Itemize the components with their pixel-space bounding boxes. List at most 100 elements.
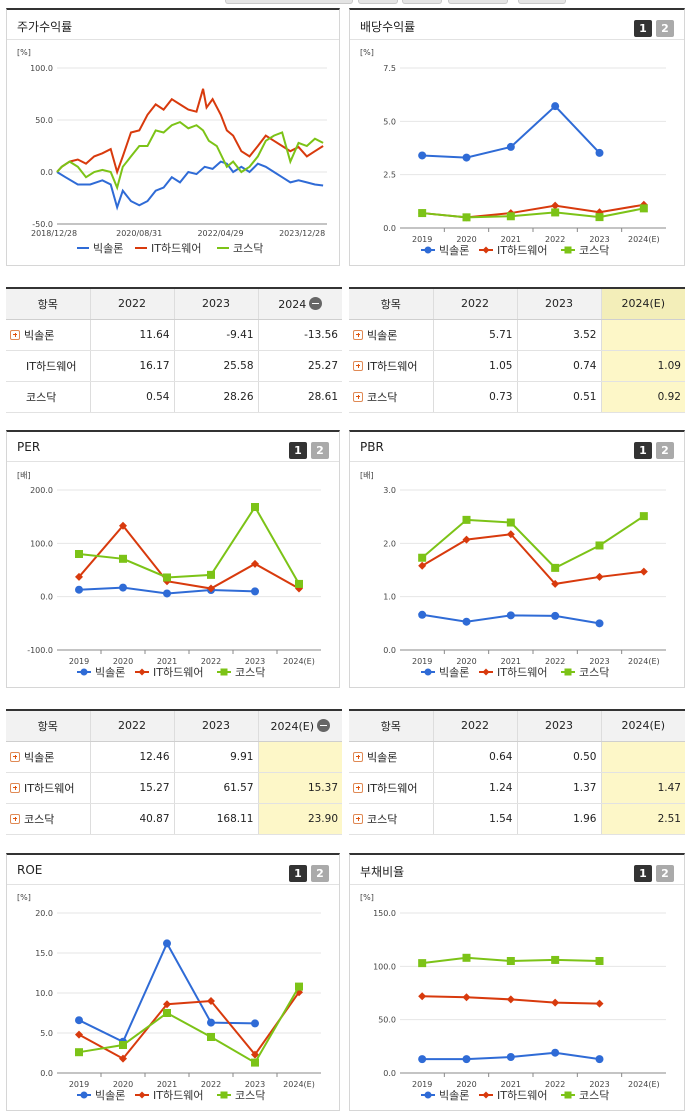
table-cell: 1.47 bbox=[600, 772, 685, 804]
expand-icon[interactable] bbox=[353, 813, 363, 824]
table-cell: 40.87 bbox=[89, 803, 174, 835]
table-cell: 12.46 bbox=[89, 741, 174, 773]
row-label: 코스닥 bbox=[6, 381, 90, 413]
legend-label: 빅솔론 bbox=[439, 244, 469, 257]
col-header: 2024(E) bbox=[600, 288, 685, 320]
table-row: 빅솔론 0.64 0.50 bbox=[349, 741, 685, 773]
series-line bbox=[422, 207, 645, 219]
table-cell: -9.41 bbox=[173, 319, 258, 351]
expand-icon[interactable] bbox=[10, 813, 20, 824]
table-header-row: 항목 2022 2023 2024(E) bbox=[349, 710, 685, 742]
table-cell bbox=[600, 319, 685, 351]
top-tab-strip bbox=[0, 0, 691, 6]
col-header: 2022 bbox=[432, 710, 517, 742]
y-tick-label: -100.0 bbox=[27, 646, 53, 655]
row-label: 코스닥 bbox=[349, 381, 433, 413]
unit-label: [배] bbox=[360, 471, 374, 480]
top-tab[interactable] bbox=[448, 0, 508, 4]
legend-marker bbox=[482, 246, 490, 254]
series-point bbox=[251, 587, 259, 596]
table-row: IT하드웨어 15.27 61.57 15.37 bbox=[6, 772, 342, 804]
expand-icon[interactable] bbox=[10, 751, 20, 762]
x-tick-label: 2022 bbox=[545, 657, 565, 666]
period-button-1[interactable]: 1 bbox=[289, 442, 307, 459]
collapse-icon[interactable] bbox=[317, 718, 331, 732]
top-tab[interactable] bbox=[518, 0, 566, 4]
series-point bbox=[418, 992, 427, 1001]
period-button-2[interactable]: 2 bbox=[656, 442, 674, 459]
col-header: 항목 bbox=[349, 288, 433, 320]
x-tick-label: 2023/12/28 bbox=[279, 229, 325, 238]
y-tick-label: 100.0 bbox=[30, 64, 53, 73]
x-tick-label: 2024(E) bbox=[628, 657, 660, 666]
period-button-2[interactable]: 2 bbox=[656, 20, 674, 37]
period-button-2[interactable]: 2 bbox=[656, 865, 674, 882]
series-point bbox=[119, 1041, 127, 1049]
series-point bbox=[418, 1055, 427, 1064]
expand-icon[interactable] bbox=[353, 751, 363, 762]
top-tab[interactable] bbox=[225, 0, 353, 4]
expand-icon[interactable] bbox=[10, 329, 20, 340]
x-tick-label: 2021 bbox=[501, 657, 521, 666]
series-point bbox=[207, 997, 215, 1005]
panel-title: 배당수익률 bbox=[360, 20, 416, 34]
per-table: 항목 2022 2023 2024(E) 빅솔론 12.46 9.91 IT하드… bbox=[6, 709, 342, 835]
top-tab[interactable] bbox=[402, 0, 442, 4]
series-point bbox=[595, 957, 604, 965]
unit-label: [%] bbox=[360, 893, 374, 902]
y-tick-label: -50.0 bbox=[32, 220, 53, 229]
expand-icon[interactable] bbox=[353, 329, 363, 340]
row-name: IT하드웨어 bbox=[367, 359, 418, 373]
expand-icon[interactable] bbox=[353, 391, 363, 402]
legend-marker bbox=[564, 1091, 572, 1099]
series-point bbox=[551, 208, 560, 217]
row-name: 빅솔론 bbox=[367, 750, 398, 764]
period-button-1[interactable]: 1 bbox=[634, 865, 652, 882]
table-cell: 1.37 bbox=[516, 772, 601, 804]
y-tick-label: 10.0 bbox=[35, 989, 53, 998]
debt-ratio-chart: 150.0 100.0 50.0 0.0 2019 2020 2021 2022 2023 202… bbox=[373, 909, 666, 1102]
period-button-2[interactable]: 2 bbox=[311, 442, 329, 459]
top-tab[interactable] bbox=[358, 0, 398, 4]
series-point bbox=[506, 142, 515, 151]
legend-label: IT하드웨어 bbox=[153, 1088, 203, 1102]
period-button-1[interactable]: 1 bbox=[634, 442, 652, 459]
row-label: 빅솔론 bbox=[349, 741, 433, 773]
series-point bbox=[639, 204, 648, 213]
expand-icon[interactable] bbox=[10, 782, 20, 793]
legend-marker bbox=[482, 1091, 490, 1099]
row-label: IT하드웨어 bbox=[6, 350, 90, 382]
panel-title: 부채비율 bbox=[360, 865, 405, 879]
expand-icon[interactable] bbox=[353, 782, 363, 793]
x-tick-label: 2020 bbox=[456, 1080, 476, 1089]
table-row: 코스닥 0.73 0.51 0.92 bbox=[349, 381, 685, 413]
x-tick-label: 2019 bbox=[69, 657, 89, 666]
series-point bbox=[506, 611, 515, 620]
legend-label: 빅솔론 bbox=[439, 1089, 469, 1102]
legend-marker bbox=[80, 1091, 88, 1099]
series-point bbox=[506, 518, 515, 527]
series-point bbox=[551, 955, 560, 964]
table-cell: 28.61 bbox=[257, 381, 342, 413]
table-cell: 1.09 bbox=[600, 350, 685, 382]
series-point bbox=[595, 1055, 604, 1064]
period-button-2[interactable]: 2 bbox=[311, 865, 329, 882]
col-header: 항목 bbox=[6, 288, 90, 320]
col-header: 2024(E) bbox=[600, 710, 685, 742]
collapse-icon[interactable] bbox=[309, 296, 323, 310]
expand-icon[interactable] bbox=[353, 360, 363, 371]
table-header-row: 항목 2022 2023 2024(E) bbox=[349, 288, 685, 320]
x-tick-label: 2024(E) bbox=[628, 1080, 660, 1089]
y-tick-label: 0.0 bbox=[383, 646, 396, 655]
series-point bbox=[506, 957, 515, 965]
series-point bbox=[418, 959, 427, 968]
period-button-1[interactable]: 1 bbox=[289, 865, 307, 882]
stock-return-panel: 주가수익률 [%] 100.0 50.0 0.0 -50.0 2018/12/28 202… bbox=[6, 8, 340, 266]
dividend-chart: 7.5 5.0 2.5 0.0 2019 2020 2021 2022 2023 2024(E) 빅… bbox=[383, 64, 666, 257]
period-button-1[interactable]: 1 bbox=[634, 20, 652, 37]
series-point bbox=[551, 579, 560, 588]
legend-label: IT하드웨어 bbox=[497, 1088, 547, 1102]
